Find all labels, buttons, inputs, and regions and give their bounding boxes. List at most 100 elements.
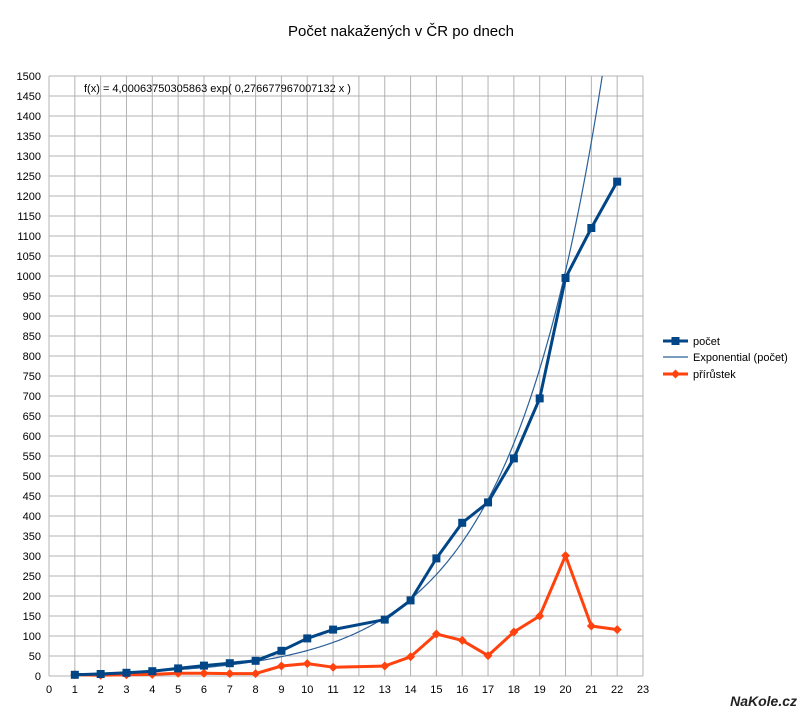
point-prirustek bbox=[509, 627, 519, 637]
point-pocet bbox=[380, 615, 389, 624]
point-pocet bbox=[432, 554, 441, 563]
point-prirustek bbox=[586, 621, 596, 631]
y-tick-label: 1100 bbox=[17, 231, 41, 243]
x-tick-label: 5 bbox=[175, 684, 181, 696]
chart-title: Počet nakažených v ČR po dnech bbox=[288, 23, 514, 40]
y-tick-label: 700 bbox=[23, 391, 41, 403]
point-prirustek bbox=[199, 668, 209, 678]
y-tick-label: 1050 bbox=[17, 251, 41, 263]
y-tick-label: 300 bbox=[23, 551, 41, 563]
y-tick-label: 100 bbox=[23, 631, 41, 643]
x-tick-label: 7 bbox=[227, 684, 233, 696]
y-tick-label: 850 bbox=[23, 331, 41, 343]
point-prirustek bbox=[406, 652, 416, 662]
point-prirustek bbox=[457, 635, 467, 645]
y-tick-label: 150 bbox=[23, 611, 41, 623]
point-prirustek bbox=[535, 611, 545, 621]
point-pocet bbox=[225, 659, 234, 668]
y-tick-label: 1000 bbox=[17, 271, 41, 283]
x-tick-label: 21 bbox=[585, 684, 597, 696]
point-pocet bbox=[251, 656, 260, 665]
x-tick-label: 9 bbox=[278, 684, 284, 696]
x-tick-label: 4 bbox=[149, 684, 155, 696]
x-tick-label: 20 bbox=[559, 684, 571, 696]
y-axis-ticks: 0 50 100 150 200 250 300 350 400 450 500 550 600 650 7… bbox=[17, 71, 41, 683]
y-tick-label: 1150 bbox=[17, 211, 41, 223]
trend-equation: f(x) = 4,00063750305863 exp( 0,276677967… bbox=[84, 83, 351, 95]
x-tick-label: 8 bbox=[253, 684, 259, 696]
x-tick-label: 14 bbox=[404, 684, 416, 696]
legend-marker-square bbox=[671, 337, 680, 345]
point-pocet bbox=[96, 670, 105, 678]
x-tick-label: 11 bbox=[327, 684, 338, 696]
y-tick-label: 1450 bbox=[17, 91, 41, 103]
y-tick-label: 500 bbox=[23, 471, 41, 483]
x-tick-label: 19 bbox=[534, 684, 546, 696]
y-tick-label: 450 bbox=[23, 491, 41, 503]
x-tick-label: 6 bbox=[201, 684, 207, 696]
y-tick-label: 600 bbox=[23, 431, 41, 443]
point-pocet bbox=[484, 498, 493, 507]
point-prirustek bbox=[276, 661, 286, 671]
point-prirustek bbox=[431, 629, 441, 639]
trendline-exponential bbox=[74, 76, 603, 675]
point-pocet bbox=[561, 274, 570, 282]
x-tick-label: 3 bbox=[123, 684, 129, 696]
point-pocet bbox=[148, 667, 157, 676]
point-pocet bbox=[70, 670, 79, 679]
y-tick-label: 900 bbox=[23, 311, 41, 323]
point-pocet bbox=[406, 596, 415, 605]
point-pocet bbox=[174, 664, 183, 673]
y-tick-label: 1250 bbox=[17, 171, 41, 183]
x-tick-label: 17 bbox=[482, 684, 494, 696]
x-tick-label: 15 bbox=[430, 684, 442, 696]
point-prirustek bbox=[251, 669, 261, 679]
x-tick-label: 16 bbox=[456, 684, 468, 696]
y-tick-label: 1400 bbox=[17, 111, 41, 123]
point-pocet bbox=[277, 646, 286, 655]
y-tick-label: 950 bbox=[23, 291, 41, 303]
y-tick-label: 1350 bbox=[17, 131, 41, 143]
y-tick-label: 1500 bbox=[17, 71, 41, 83]
y-tick-label: 800 bbox=[23, 351, 41, 363]
x-tick-label: 18 bbox=[508, 684, 520, 696]
legend-label: Exponential (počet) bbox=[693, 352, 788, 364]
x-tick-label: 23 bbox=[637, 684, 649, 696]
point-prirustek bbox=[225, 669, 235, 679]
y-tick-label: 1200 bbox=[17, 191, 41, 203]
point-pocet bbox=[587, 224, 596, 232]
x-tick-label: 2 bbox=[98, 684, 104, 696]
point-pocet bbox=[199, 661, 208, 670]
point-prirustek bbox=[328, 662, 338, 672]
point-pocet bbox=[535, 394, 544, 403]
y-tick-label: 750 bbox=[23, 371, 41, 383]
point-pocet bbox=[613, 177, 622, 186]
legend: počet Exponential (počet) přírůstek bbox=[663, 336, 788, 381]
point-pocet bbox=[303, 634, 312, 643]
legend-label: počet bbox=[693, 336, 720, 348]
y-tick-label: 0 bbox=[35, 671, 41, 683]
grid bbox=[48, 75, 644, 677]
x-tick-label: 1 bbox=[72, 684, 78, 696]
point-prirustek bbox=[561, 551, 571, 561]
y-tick-label: 200 bbox=[23, 591, 41, 603]
point-prirustek bbox=[380, 661, 390, 671]
x-tick-label: 13 bbox=[379, 684, 391, 696]
legend-marker-diamond bbox=[671, 369, 680, 379]
y-tick-label: 50 bbox=[29, 651, 41, 663]
watermark: NaKole.cz bbox=[730, 693, 797, 709]
x-tick-label: 0 bbox=[46, 684, 52, 696]
point-prirustek bbox=[612, 625, 622, 635]
y-tick-label: 1300 bbox=[17, 151, 41, 163]
y-tick-label: 250 bbox=[23, 571, 41, 583]
plot-area bbox=[70, 76, 622, 680]
y-tick-label: 650 bbox=[23, 411, 41, 423]
point-pocet bbox=[509, 454, 518, 463]
x-tick-label: 12 bbox=[353, 684, 365, 696]
point-prirustek bbox=[483, 651, 493, 661]
point-pocet bbox=[329, 625, 338, 634]
y-tick-label: 350 bbox=[23, 531, 41, 543]
x-tick-label: 10 bbox=[301, 684, 313, 696]
x-axis-ticks: 0 1 2 3 4 5 6 7 8 9 10 11 12 13 14 15 16 17 18 19 20 21 22 23 bbox=[46, 684, 649, 696]
